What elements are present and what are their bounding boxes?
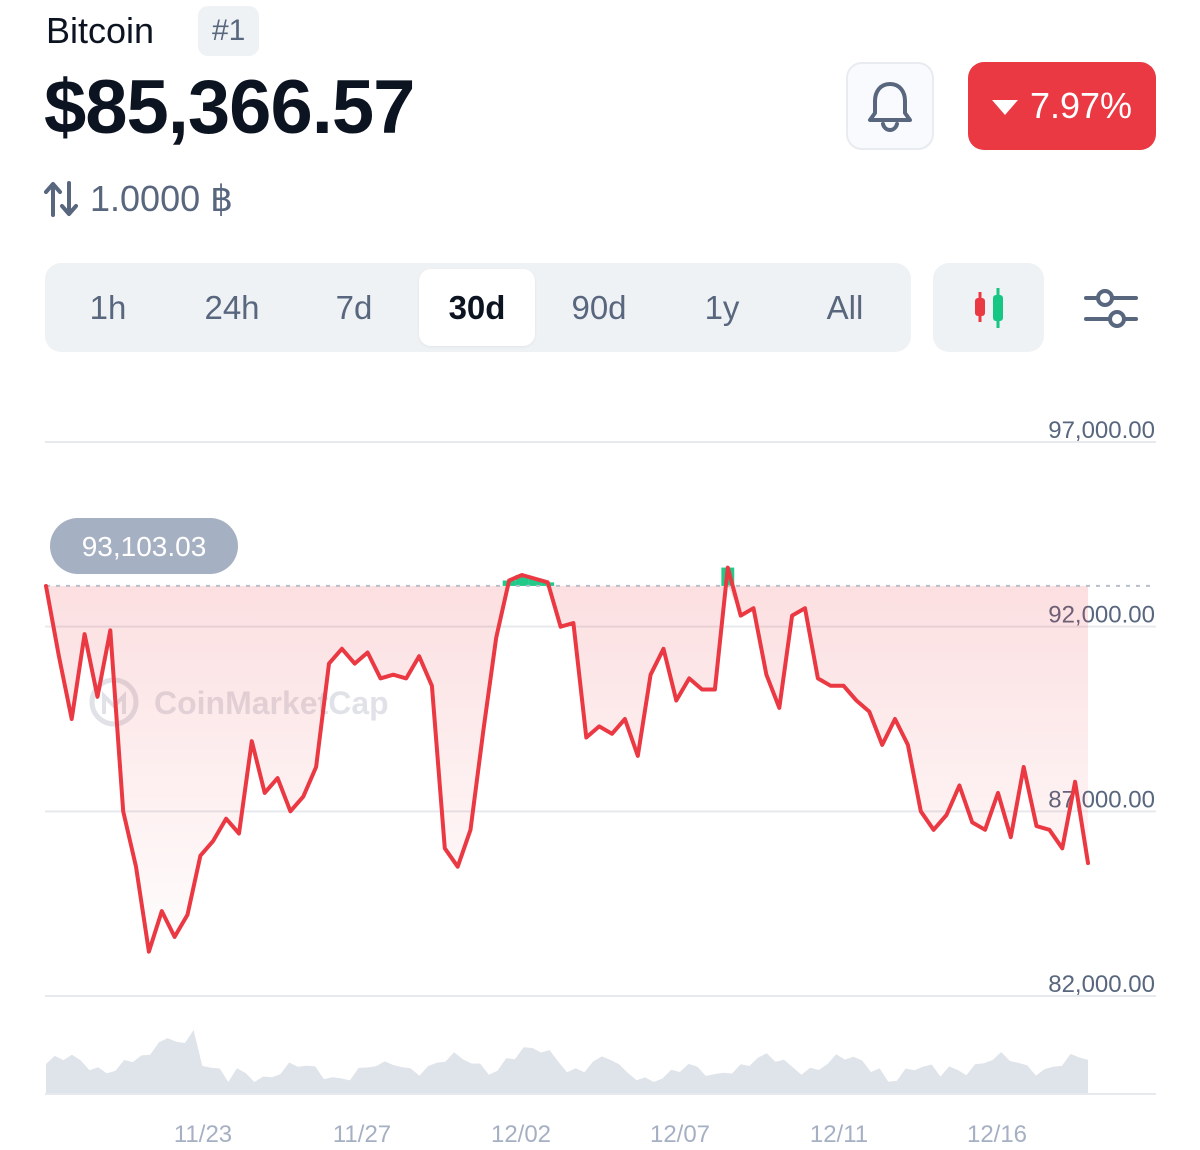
reference-price-pill <box>50 518 238 574</box>
tab-30d[interactable]: 30d <box>419 269 535 346</box>
x-tick-label: 12/11 <box>810 1121 868 1148</box>
chart-type-button[interactable] <box>933 263 1044 352</box>
chart-settings-button[interactable] <box>1076 280 1146 336</box>
candlestick-icon <box>974 287 1003 328</box>
reference-price-label: 93,103.03 <box>82 531 207 562</box>
y-tick-label: 97,000.00 <box>1048 417 1155 444</box>
tab-1y[interactable]: 1y <box>704 288 740 326</box>
coin-name: Bitcoin <box>46 10 155 51</box>
tab-all[interactable]: All <box>826 288 864 326</box>
current-price: $85,366.57 <box>44 65 415 150</box>
tab-24h[interactable]: 24h <box>204 288 260 326</box>
sliders-icon <box>1084 289 1138 328</box>
y-tick-label: 82,000.00 <box>1048 971 1155 998</box>
x-tick-label: 12/07 <box>650 1121 710 1148</box>
tab-90d[interactable]: 90d <box>571 288 627 326</box>
price-line <box>44 565 1090 954</box>
rank-badge: #1 <box>198 6 260 56</box>
x-tick-label: 12/02 <box>491 1121 551 1148</box>
swap-arrows-icon <box>44 181 78 217</box>
x-tick-label: 12/16 <box>967 1121 1027 1148</box>
converter-value: 1.0000 ฿ <box>90 178 234 219</box>
bell-icon <box>868 82 912 132</box>
caret-down-icon <box>991 99 1018 115</box>
tab-7d[interactable]: 7d <box>335 288 373 326</box>
tab-1h[interactable]: 1h <box>89 288 127 326</box>
price-chart[interactable]: 97,000.0092,000.0087,000.0082,000.00Coin… <box>0 380 1200 1150</box>
price-change-badge: 7.97% <box>968 62 1156 150</box>
price-alert-button[interactable] <box>846 62 934 150</box>
volume-histogram <box>46 1030 1088 1094</box>
price-change-value: 7.97% <box>1029 85 1133 126</box>
time-range-selector: 1h 24h 7d 30d 90d 1y All <box>45 263 911 352</box>
unit-converter[interactable]: 1.0000 ฿ <box>44 178 233 220</box>
above-reference-fill <box>515 574 529 586</box>
area-fill <box>46 585 1088 952</box>
x-tick-label: 11/23 <box>174 1121 232 1148</box>
x-tick-label: 11/27 <box>333 1121 391 1148</box>
above-reference-fill <box>528 578 542 586</box>
